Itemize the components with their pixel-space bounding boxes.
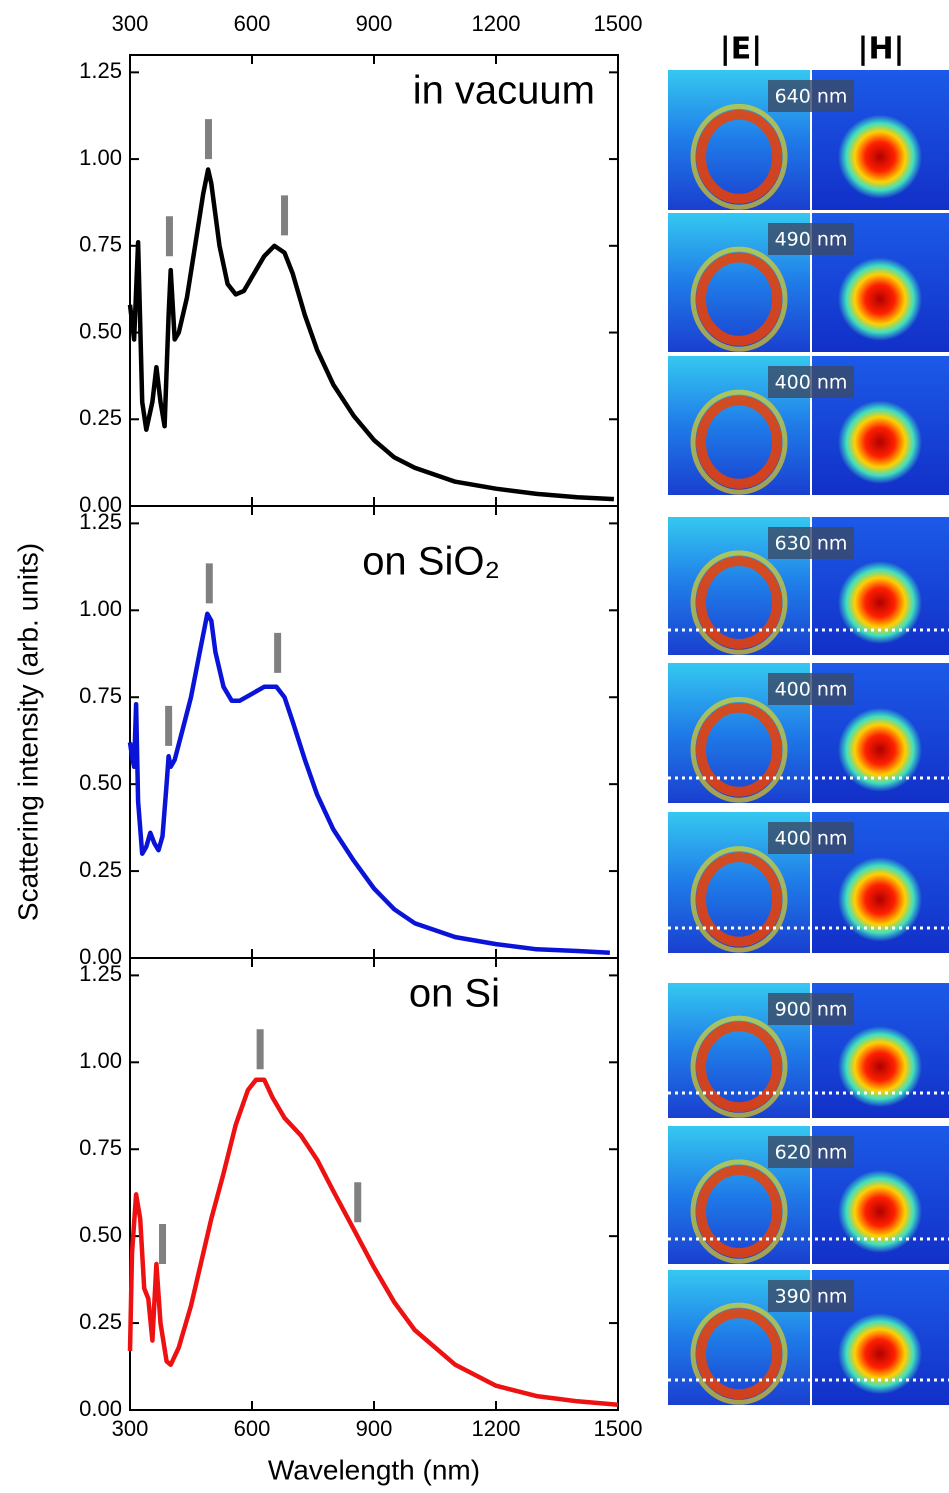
e-hotspot <box>696 1308 782 1400</box>
map-header: |E| <box>720 32 762 67</box>
h-hotspot <box>838 400 922 484</box>
e-hotspot-glow <box>690 103 788 210</box>
wavelength-label: 390 nm <box>775 1286 848 1308</box>
h-hotspot <box>838 1170 922 1253</box>
e-hotspot <box>696 852 782 947</box>
e-hotspot <box>696 556 782 649</box>
e-hotspot <box>696 1165 782 1258</box>
wavelength-label: 900 nm <box>775 999 848 1021</box>
annotation: in vacuum <box>413 69 595 113</box>
wavelength-label: 400 nm <box>775 372 848 394</box>
y-tick-label: 1.25 <box>79 961 122 986</box>
x-tick-label: 1200 <box>472 1416 521 1441</box>
data-line <box>127 1077 619 1408</box>
e-hotspot-glow <box>690 246 788 352</box>
x-axis-label: Wavelength (nm) <box>268 1454 480 1485</box>
y-tick-label: 0.50 <box>79 318 122 343</box>
data-line <box>127 167 615 502</box>
wavelength-badge <box>768 1280 854 1312</box>
y-tick-label: 1.00 <box>79 596 122 621</box>
x-tick-label: 300 <box>112 1416 149 1441</box>
wavelength-label: 400 nm <box>775 828 848 850</box>
y-tick-label: 0.00 <box>79 944 122 969</box>
e-hotspot-glow <box>690 1159 788 1264</box>
wavelength-label: 400 nm <box>775 679 848 701</box>
y-tick-label: 1.00 <box>79 1048 122 1073</box>
x-tick-label: 600 <box>234 11 271 36</box>
e-hotspot-glow <box>690 696 788 803</box>
data-line <box>127 611 611 956</box>
wavelength-label: 630 nm <box>775 533 848 555</box>
h-hotspot <box>838 1026 922 1108</box>
h-hotspot <box>838 257 922 341</box>
wavelength-label: 490 nm <box>775 229 848 251</box>
wavelength-badge <box>768 223 854 255</box>
h-hotspot <box>838 114 922 199</box>
y-tick-label: 0.25 <box>79 857 122 882</box>
wavelength-badge <box>768 527 854 559</box>
wavelength-badge <box>768 366 854 398</box>
y-tick-label: 0.50 <box>79 770 122 795</box>
x-tick-label: 1500 <box>594 1416 643 1441</box>
e-hotspot-glow <box>690 1302 788 1405</box>
y-tick-label: 0.25 <box>79 1309 122 1334</box>
wavelength-label: 640 nm <box>775 86 848 108</box>
h-hotspot <box>838 857 922 942</box>
wavelength-badge <box>768 1136 854 1168</box>
wavelength-badge <box>768 80 854 112</box>
wavelength-badge <box>768 822 854 854</box>
y-tick-label: 0.00 <box>79 492 122 517</box>
annotation: on SiO₂ <box>362 540 500 584</box>
y-tick-label: 0.25 <box>79 405 122 430</box>
e-hotspot-glow <box>690 846 788 953</box>
y-axis-label: Scattering intensity (arb. units) <box>12 543 43 921</box>
y-tick-label: 1.00 <box>79 145 122 170</box>
e-hotspot-glow <box>690 1015 788 1118</box>
e-hotspot-glow <box>690 550 788 655</box>
e-hotspot <box>696 109 782 204</box>
plot-frame <box>129 957 619 1411</box>
wavelength-label: 620 nm <box>775 1142 848 1164</box>
annotation: on Si <box>409 972 500 1016</box>
wavelength-badge <box>768 993 854 1025</box>
h-hotspot <box>838 707 922 792</box>
e-hotspot <box>696 395 782 489</box>
y-tick-label: 0.50 <box>79 1222 122 1247</box>
h-hotspot <box>838 1313 922 1395</box>
x-tick-label: 1500 <box>594 11 643 36</box>
y-tick-label: 1.25 <box>79 58 122 83</box>
e-hotspot <box>696 702 782 797</box>
e-hotspot-glow <box>690 389 788 495</box>
h-hotspot <box>838 561 922 644</box>
e-hotspot <box>696 252 782 346</box>
x-tick-label: 1200 <box>472 11 521 36</box>
map-header: |H| <box>857 32 904 67</box>
x-tick-label: 900 <box>356 1416 393 1441</box>
x-tick-label: 600 <box>234 1416 271 1441</box>
y-tick-label: 0.00 <box>79 1396 122 1421</box>
x-tick-label: 900 <box>356 11 393 36</box>
y-tick-label: 0.75 <box>79 1135 122 1160</box>
e-hotspot <box>696 1021 782 1113</box>
y-tick-label: 0.75 <box>79 232 122 257</box>
wavelength-badge <box>768 673 854 705</box>
y-tick-label: 0.75 <box>79 683 122 708</box>
y-tick-label: 1.25 <box>79 509 122 534</box>
x-tick-label: 300 <box>112 11 149 36</box>
